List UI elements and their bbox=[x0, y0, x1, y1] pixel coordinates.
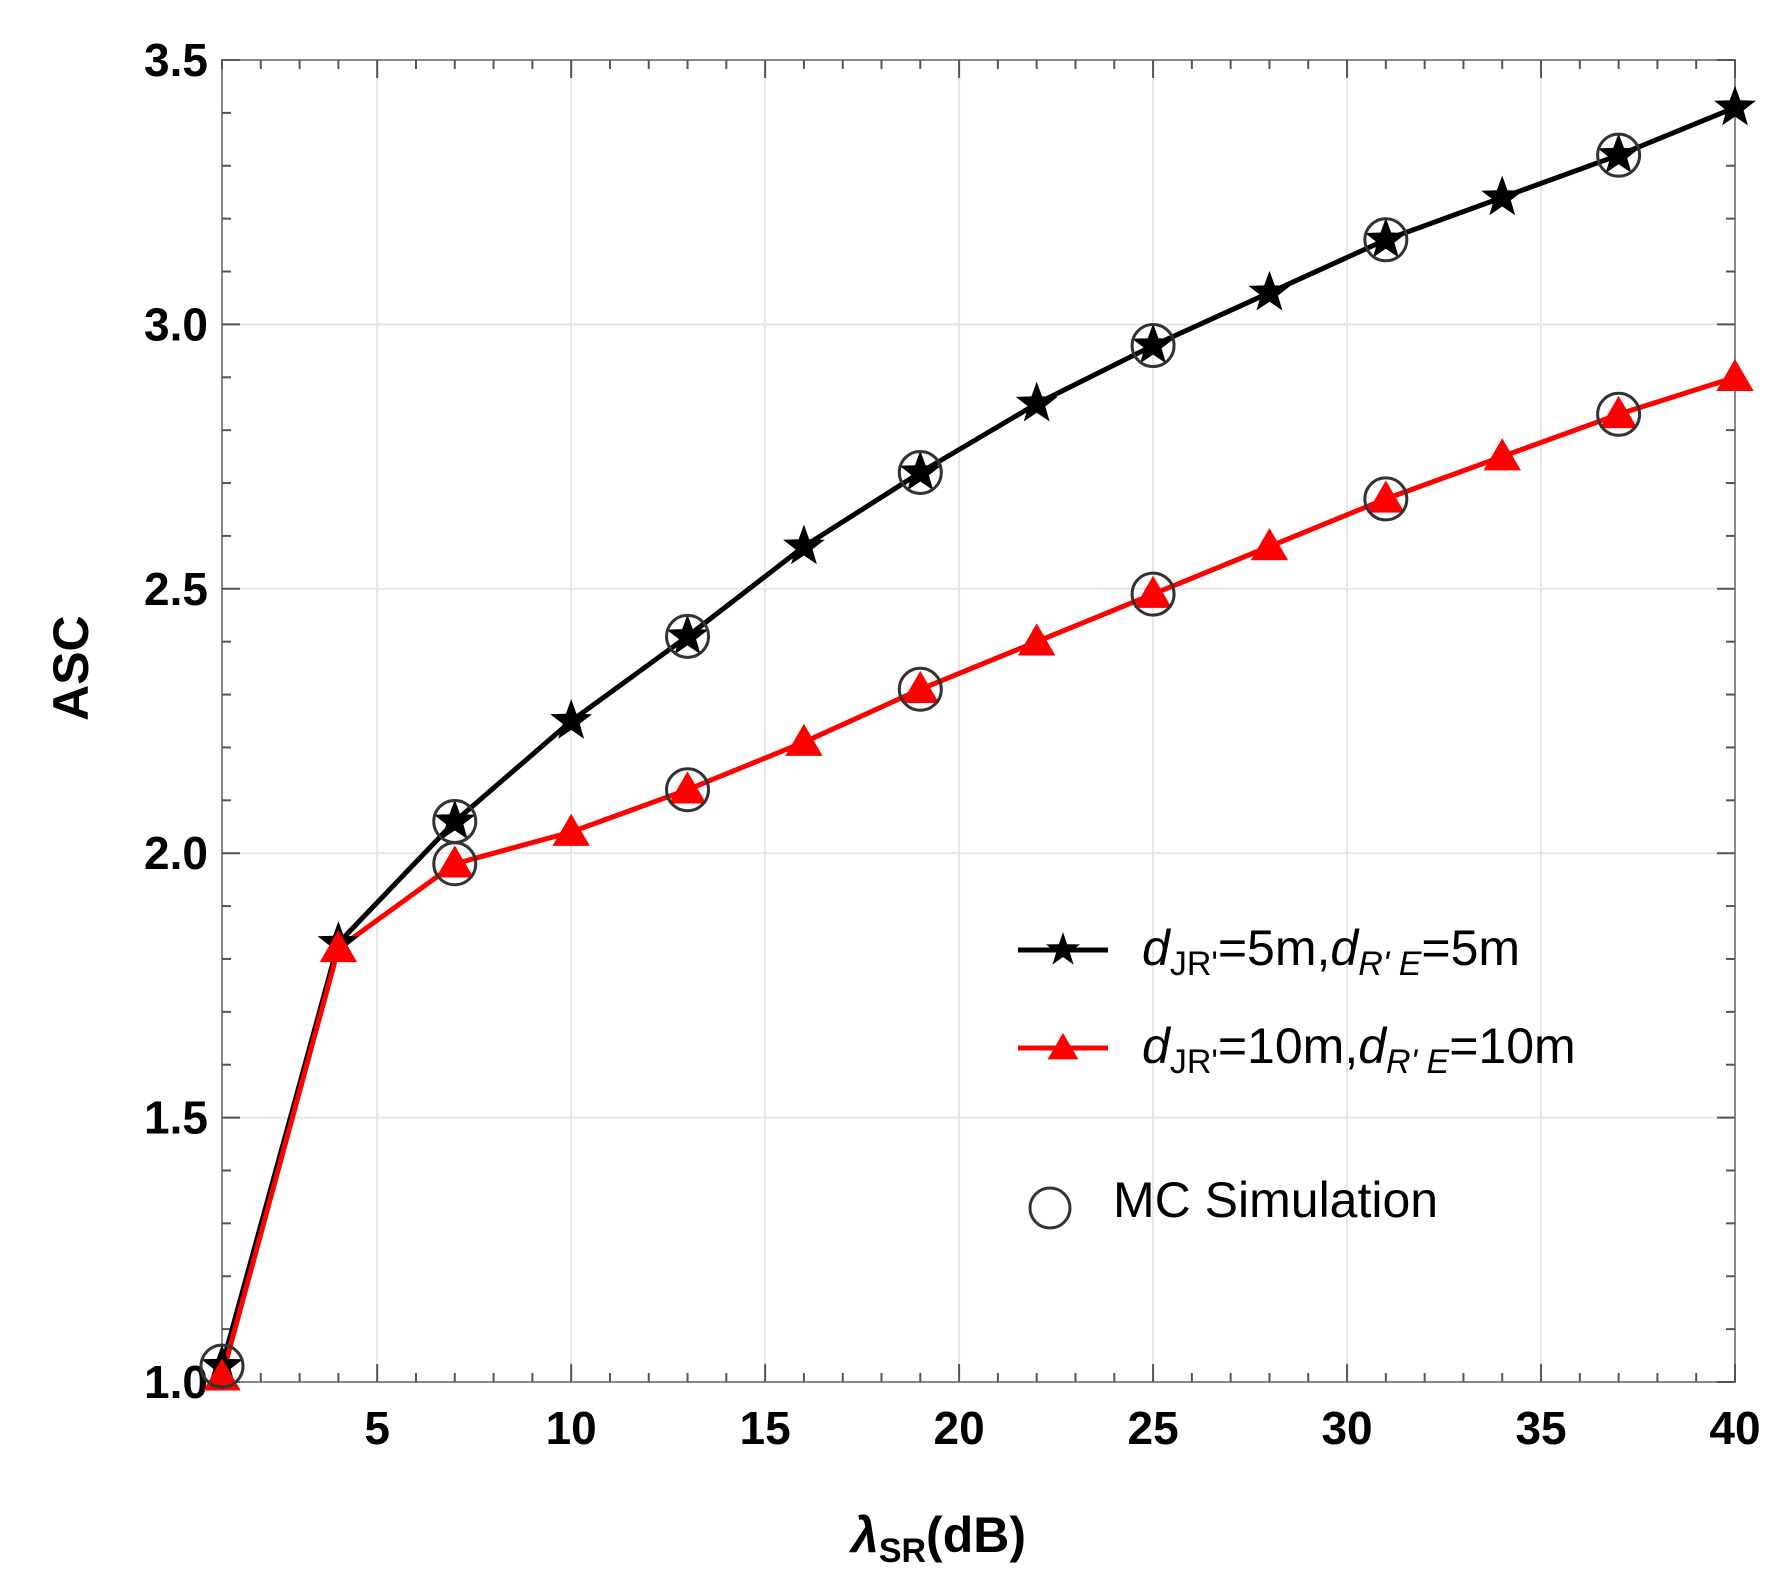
mc-simulation-markers bbox=[199, 132, 1642, 1389]
legend-1-d1: d bbox=[1142, 1018, 1172, 1074]
legend-star-shape bbox=[1045, 932, 1081, 965]
legend-1-eq1: =10m, bbox=[1218, 1018, 1358, 1074]
series bbox=[219, 105, 1736, 1378]
x-axis-title-unit: (dB) bbox=[926, 1507, 1026, 1563]
mc-circle-2 bbox=[665, 613, 711, 659]
triangle-marker-34 bbox=[1483, 438, 1521, 471]
triangle-marker-1 bbox=[203, 1358, 241, 1391]
y-tick-label-3.5: 3.5 bbox=[144, 34, 208, 86]
legend-circle-marker bbox=[1028, 1186, 1072, 1230]
y-tick-label-1.5: 1.5 bbox=[144, 1092, 208, 1144]
star-marker-19 bbox=[899, 450, 942, 491]
legend-triangle-shape bbox=[1047, 1032, 1079, 1060]
triangle-marker-28 bbox=[1250, 528, 1289, 561]
legend-1-d2: d bbox=[1358, 1018, 1388, 1074]
star-marker-16 bbox=[783, 524, 825, 565]
x-axis-title-sub: SR bbox=[879, 1532, 926, 1570]
triangle-marker-31 bbox=[1367, 480, 1405, 513]
mc-circle-0 bbox=[199, 1343, 245, 1389]
star-marker-37 bbox=[1597, 133, 1640, 173]
mc-circle-12 bbox=[1596, 391, 1642, 437]
star-marker-40 bbox=[1714, 85, 1756, 126]
x-axis-title: λSR(dB) bbox=[848, 1507, 1026, 1570]
star-marker-25 bbox=[1132, 323, 1174, 364]
grid bbox=[222, 59, 1736, 1383]
star-marker-22 bbox=[1015, 381, 1058, 422]
ticks: 5 10 15 20 25 30 35 40 1.0 1.5 2.0 2.5 3.0 3.5 bbox=[144, 34, 1761, 1454]
triangle-marker-40 bbox=[1716, 358, 1754, 392]
legend-0-eq1: =5m, bbox=[1218, 920, 1331, 976]
star-marker-10 bbox=[550, 699, 593, 739]
legend-0-d2: d bbox=[1330, 920, 1360, 976]
star-marker-13 bbox=[666, 614, 709, 655]
x-tick-label-25: 25 bbox=[1127, 1402, 1178, 1454]
legend-label-red: dJR'=10m,dR' E=10m bbox=[1142, 1018, 1576, 1081]
x-tick-label-40: 40 bbox=[1709, 1402, 1760, 1454]
x-tick-label-30: 30 bbox=[1321, 1402, 1372, 1454]
mc-circle-10 bbox=[1130, 571, 1176, 617]
y-tick-label-1.0: 1.0 bbox=[144, 1356, 208, 1408]
star-marker-28 bbox=[1248, 270, 1291, 311]
triangle-marker-37 bbox=[1599, 395, 1638, 429]
triangle-marker-13 bbox=[668, 771, 707, 804]
star-marker-31 bbox=[1364, 217, 1407, 258]
triangle-marker-7 bbox=[436, 845, 474, 878]
x-tick-label-20: 20 bbox=[934, 1402, 985, 1454]
markers bbox=[201, 85, 1756, 1391]
legend-1-sub1: JR' bbox=[1170, 1043, 1218, 1081]
x-tick-label-5: 5 bbox=[364, 1402, 390, 1454]
x-tick-label-35: 35 bbox=[1515, 1402, 1566, 1454]
mc-circle-7 bbox=[432, 841, 478, 887]
x-tick-label-15: 15 bbox=[740, 1402, 791, 1454]
mc-circle-6 bbox=[1596, 132, 1642, 178]
y-axis-title: ASC bbox=[43, 615, 99, 721]
y-tick-label-3.0: 3.0 bbox=[144, 298, 208, 350]
mc-circle-4 bbox=[1130, 323, 1176, 369]
mc-circle-8 bbox=[665, 767, 711, 813]
legend-0-d1: d bbox=[1142, 920, 1172, 976]
legend-triangle-marker bbox=[1047, 1032, 1079, 1060]
legend-1-eq2: =10m bbox=[1449, 1018, 1575, 1074]
triangle-marker-4 bbox=[319, 930, 358, 963]
legend-1-sub2: R' E bbox=[1386, 1043, 1449, 1081]
mc-circle-3 bbox=[897, 449, 943, 495]
mc-circle-5 bbox=[1363, 217, 1409, 263]
mc-circle-9 bbox=[897, 666, 943, 712]
triangle-marker-25 bbox=[1134, 575, 1172, 608]
triangle-marker-10 bbox=[552, 813, 590, 846]
legend: dJR'=5m,dR' E=5m dJR'=10m,dR' E=10m MC S… bbox=[1018, 920, 1576, 1230]
x-tick-label-10: 10 bbox=[546, 1402, 597, 1454]
star-marker-34 bbox=[1481, 175, 1524, 216]
mc-circle-11 bbox=[1363, 476, 1409, 522]
y-tick-label-2.0: 2.0 bbox=[144, 827, 208, 879]
series-line-0 bbox=[219, 105, 1736, 1367]
legend-label-mc: MC Simulation bbox=[1113, 1172, 1438, 1228]
legend-0-sub1: JR' bbox=[1170, 945, 1218, 983]
plot-frame bbox=[221, 59, 1736, 1383]
legend-label-black: dJR'=5m,dR' E=5m bbox=[1142, 920, 1520, 983]
x-axis-title-symbol: λ bbox=[848, 1507, 879, 1563]
triangle-marker-16 bbox=[785, 723, 823, 756]
legend-0-eq2: =5m bbox=[1421, 920, 1520, 976]
legend-0-sub2: R' E bbox=[1358, 945, 1421, 983]
star-marker-7 bbox=[433, 799, 476, 840]
triangle-marker-22 bbox=[1017, 623, 1056, 656]
y-tick-label-2.5: 2.5 bbox=[144, 563, 208, 615]
legend-star-marker bbox=[1045, 932, 1081, 965]
triangle-marker-19 bbox=[901, 670, 940, 704]
